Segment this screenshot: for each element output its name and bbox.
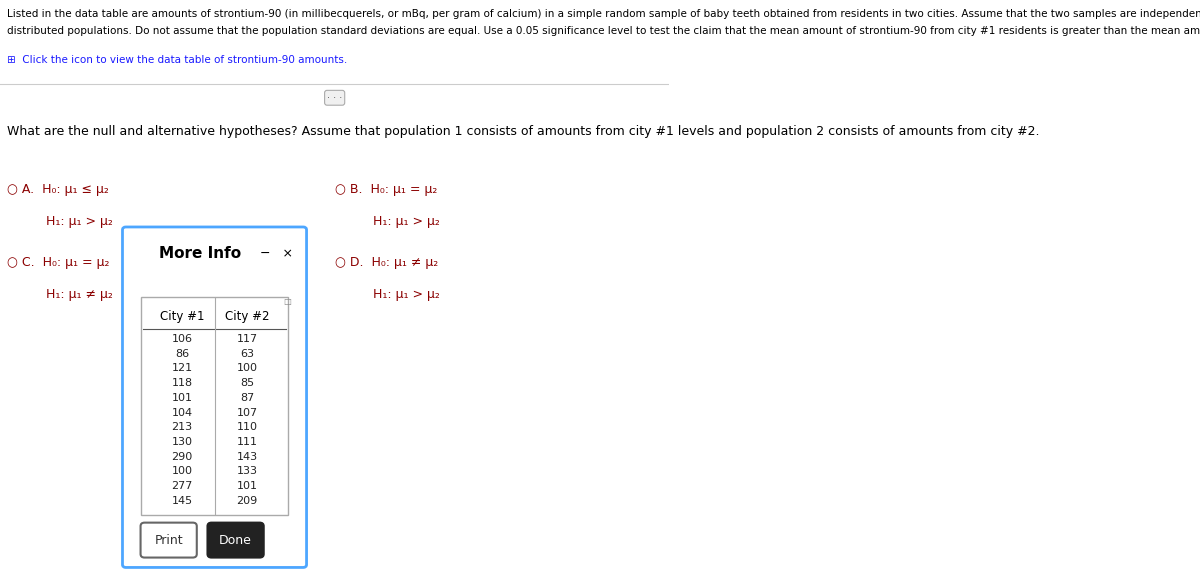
Text: More Info: More Info [160, 246, 241, 261]
Text: 107: 107 [236, 407, 258, 417]
Text: H₁: μ₁ ≠ μ₂: H₁: μ₁ ≠ μ₂ [46, 288, 113, 301]
Text: City #2: City #2 [224, 310, 269, 322]
Text: ○ D.  H₀: μ₁ ≠ μ₂: ○ D. H₀: μ₁ ≠ μ₂ [335, 256, 438, 269]
Text: H₁: μ₁ > μ₂: H₁: μ₁ > μ₂ [46, 215, 113, 228]
Text: □: □ [283, 297, 292, 306]
FancyBboxPatch shape [208, 523, 264, 558]
Text: City #1: City #1 [160, 310, 204, 322]
Text: 277: 277 [172, 481, 193, 491]
Text: · · ·: · · · [328, 93, 342, 103]
FancyBboxPatch shape [140, 297, 288, 515]
Text: Print: Print [155, 534, 182, 546]
Text: 100: 100 [172, 466, 192, 476]
Text: 86: 86 [175, 349, 190, 359]
Text: 87: 87 [240, 393, 254, 403]
Text: Done: Done [220, 534, 252, 546]
Text: 143: 143 [236, 452, 258, 462]
Text: 101: 101 [236, 481, 258, 491]
Text: 63: 63 [240, 349, 254, 359]
Text: Listed in the data table are amounts of strontium-90 (in millibecquerels, or mBq: Listed in the data table are amounts of … [7, 9, 1200, 19]
Text: ○ A.  H₀: μ₁ ≤ μ₂: ○ A. H₀: μ₁ ≤ μ₂ [7, 183, 108, 196]
Text: H₁: μ₁ > μ₂: H₁: μ₁ > μ₂ [373, 288, 440, 301]
Text: 111: 111 [236, 437, 258, 447]
Text: 290: 290 [172, 452, 193, 462]
Text: H₁: μ₁ > μ₂: H₁: μ₁ > μ₂ [373, 215, 440, 228]
Text: ○ C.  H₀: μ₁ = μ₂: ○ C. H₀: μ₁ = μ₂ [7, 256, 109, 269]
Text: ○ B.  H₀: μ₁ = μ₂: ○ B. H₀: μ₁ = μ₂ [335, 183, 437, 196]
Text: 104: 104 [172, 407, 192, 417]
Text: 118: 118 [172, 378, 192, 388]
Text: 145: 145 [172, 496, 192, 506]
Text: 117: 117 [236, 334, 258, 344]
Text: −   ×: − × [260, 247, 293, 260]
Text: 130: 130 [172, 437, 192, 447]
Text: 101: 101 [172, 393, 192, 403]
Text: 106: 106 [172, 334, 192, 344]
Text: What are the null and alternative hypotheses? Assume that population 1 consists : What are the null and alternative hypoth… [7, 125, 1039, 138]
FancyBboxPatch shape [122, 227, 306, 567]
FancyBboxPatch shape [140, 523, 197, 558]
Text: 100: 100 [236, 363, 258, 374]
Text: 209: 209 [236, 496, 258, 506]
Text: 110: 110 [236, 423, 258, 432]
Text: 133: 133 [236, 466, 258, 476]
Text: distributed populations. Do not assume that the population standard deviations a: distributed populations. Do not assume t… [7, 26, 1200, 36]
Text: 213: 213 [172, 423, 192, 432]
Text: 85: 85 [240, 378, 254, 388]
Text: ⊞  Click the icon to view the data table of strontium-90 amounts.: ⊞ Click the icon to view the data table … [7, 55, 347, 65]
Text: 121: 121 [172, 363, 192, 374]
